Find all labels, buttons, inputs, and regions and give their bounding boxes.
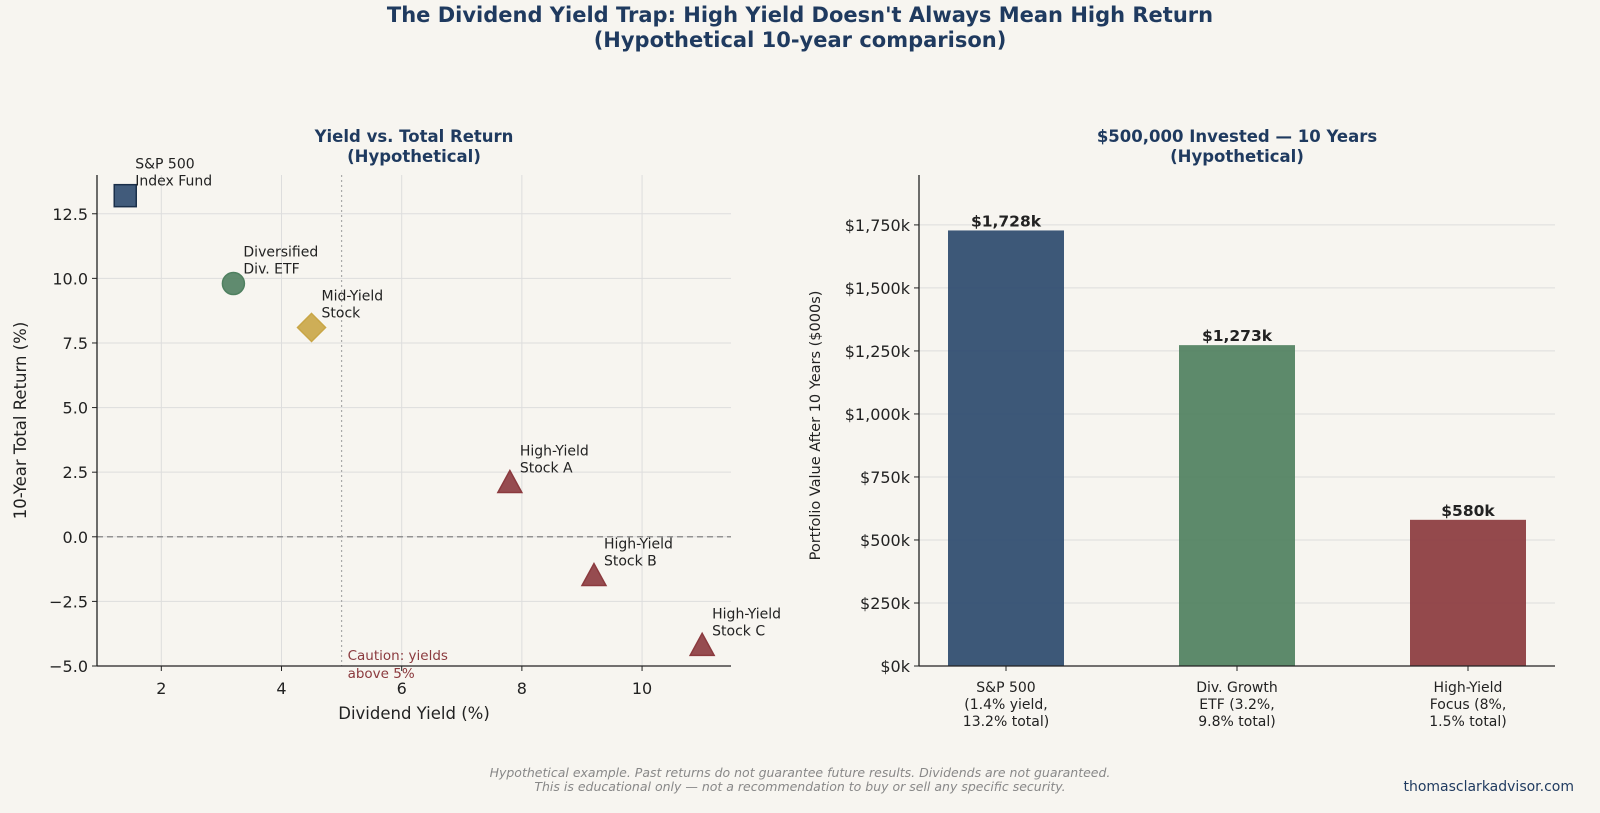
point — [580, 561, 608, 587]
y-tick-label: $1,500k — [845, 279, 911, 298]
y-tick-label: $1,750k — [845, 216, 911, 235]
y-tick-label: $750k — [860, 468, 911, 487]
x-tick-label: Div. Growth ETF (3.2%, 9.8% total) — [1196, 680, 1277, 730]
y-tick-label: −5.0 — [49, 657, 88, 676]
point — [296, 312, 327, 343]
point-label: High-Yield Stock C — [712, 606, 781, 639]
point — [688, 631, 716, 657]
x-tick-label: High-Yield Focus (8%, 1.5% total) — [1429, 680, 1507, 730]
bar — [1179, 345, 1295, 666]
chart-title: $500,000 Invested — 10 Years (Hypothetica… — [1097, 127, 1378, 166]
point-label: Diversified Div. ETF — [243, 245, 318, 278]
y-tick-label: 2.5 — [63, 463, 88, 482]
y-tick-label: −2.5 — [49, 592, 88, 611]
y-tick-label: 12.5 — [52, 205, 88, 224]
x-tick-label: S&P 500 (1.4% yield, 13.2% total) — [963, 680, 1049, 730]
x-tick-label: 4 — [276, 679, 286, 698]
y-tick-label: $1,250k — [845, 342, 911, 361]
point-label: High-Yield Stock B — [604, 537, 673, 570]
x-tick-label: 8 — [517, 679, 527, 698]
threshold-note: Caution: yields above 5% — [348, 648, 448, 682]
chart-title: Yield vs. Total Return (Hypothetical) — [314, 127, 514, 166]
bar — [1410, 519, 1526, 666]
y-tick-label: $1,000k — [845, 405, 911, 424]
point-label: Mid-Yield Stock — [322, 288, 384, 321]
point — [221, 271, 246, 296]
x-tick-label: 10 — [632, 679, 652, 698]
y-axis-label: Portfolio Value After 10 Years ($000s) — [808, 291, 824, 561]
value-label: $1,273k — [1202, 327, 1273, 345]
point — [496, 468, 524, 494]
y-tick-label: $250k — [860, 594, 911, 613]
source: thomasclarkadvisor.com — [1403, 779, 1574, 795]
point-label: S&P 500 Index Fund — [135, 157, 212, 190]
footnote: Hypothetical example. Past returns do no… — [490, 765, 1111, 794]
y-tick-label: $500k — [860, 531, 911, 550]
value-label: $580k — [1441, 502, 1495, 520]
y-tick-label: 0.0 — [63, 528, 88, 547]
x-tick-label: 6 — [397, 679, 407, 698]
x-tick-label: 2 — [156, 679, 166, 698]
x-axis-label: Dividend Yield (%) — [338, 704, 490, 723]
point — [113, 183, 137, 208]
y-tick-label: 10.0 — [52, 269, 88, 288]
bar — [948, 230, 1064, 666]
point-label: High-Yield Stock A — [520, 444, 589, 477]
figure-title: The Dividend Yield Trap: High Yield Does… — [387, 3, 1213, 52]
y-tick-label: 5.0 — [63, 399, 88, 418]
y-tick-label: 7.5 — [63, 334, 88, 353]
y-tick-label: $0k — [880, 657, 910, 676]
value-label: $1,728k — [971, 212, 1042, 230]
y-axis-label: 10-Year Total Return (%) — [11, 322, 30, 520]
